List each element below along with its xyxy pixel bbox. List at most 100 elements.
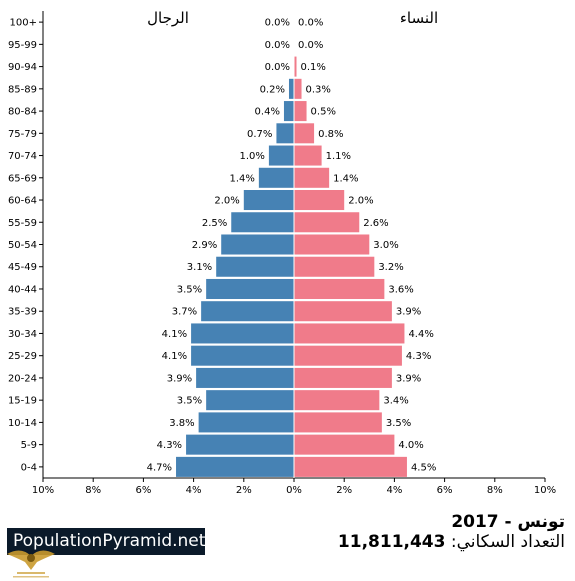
age-group-label: 75-79 (8, 129, 37, 140)
age-group-label: 5-9 (21, 440, 37, 451)
age-group-label: 100+ (10, 18, 37, 29)
male-bar (276, 123, 294, 144)
female-bar (294, 167, 330, 188)
female-bar (294, 101, 307, 122)
age-group-label: 90-94 (8, 62, 37, 73)
age-group-label: 45-49 (8, 262, 37, 273)
female-value-label: 2.6% (363, 218, 388, 229)
population-pyramid-chart: 100+ 0.0% 0.0% 95-99 0.0% 0.0% 90-94 0.0% 0.1% 85… (8, 9, 556, 496)
watermark-logo (7, 550, 55, 578)
age-group-label: 30-34 (8, 329, 37, 340)
male-bar (231, 212, 294, 233)
female-value-label: 3.2% (378, 262, 403, 273)
age-group-label: 80-84 (8, 107, 37, 118)
male-value-label: 3.1% (187, 262, 212, 273)
x-tick-label: 2% (336, 485, 352, 496)
female-value-label: 3.5% (386, 418, 411, 429)
male-bar (186, 434, 294, 455)
male-value-label: 0.4% (255, 107, 280, 118)
female-bar (294, 456, 407, 477)
female-value-label: 3.9% (396, 373, 421, 384)
age-group-label: 0-4 (21, 462, 37, 473)
age-group-label: 50-54 (8, 240, 37, 251)
population-value: 11,811,443 (337, 532, 446, 552)
female-bar (294, 323, 405, 344)
female-value-label: 0.8% (318, 129, 343, 140)
female-value-label: 4.3% (406, 351, 431, 362)
female-value-label: 0.0% (298, 18, 323, 29)
x-tick-label: 8% (85, 485, 101, 496)
male-bar (176, 456, 294, 477)
male-value-label: 1.0% (239, 151, 264, 162)
age-group-label: 35-39 (8, 307, 37, 318)
female-bar (294, 412, 382, 433)
age-group-label: 95-99 (8, 40, 37, 51)
male-value-label: 1.4% (229, 173, 254, 184)
x-tick-label: 10% (32, 485, 54, 496)
female-bar (294, 434, 395, 455)
male-bar (243, 190, 294, 211)
male-value-label: 0.2% (260, 84, 285, 95)
female-bar (294, 301, 392, 322)
age-group-label: 20-24 (8, 373, 37, 384)
female-value-label: 0.3% (306, 84, 331, 95)
male-bar (268, 145, 294, 166)
male-bar (283, 101, 294, 122)
male-value-label: 2.0% (214, 196, 239, 207)
age-group-label: 25-29 (8, 351, 37, 362)
female-bar (294, 390, 380, 411)
age-group-label: 15-19 (8, 396, 37, 407)
male-value-label: 0.0% (265, 18, 290, 29)
female-side-title: النساء (400, 9, 438, 27)
male-value-label: 3.8% (169, 418, 194, 429)
female-value-label: 4.0% (398, 440, 423, 451)
male-bar (201, 301, 294, 322)
x-tick-label: 10% (534, 485, 556, 496)
male-bar (191, 345, 294, 366)
age-group-label: 60-64 (8, 196, 37, 207)
female-value-label: 0.0% (298, 40, 323, 51)
female-value-label: 3.0% (373, 240, 398, 251)
x-tick-label: 4% (186, 485, 202, 496)
female-bar (294, 145, 322, 166)
female-bar (294, 256, 375, 277)
male-bar (288, 78, 294, 99)
female-value-label: 3.4% (383, 396, 408, 407)
female-value-label: 2.0% (348, 196, 373, 207)
male-value-label: 3.5% (177, 284, 202, 295)
male-value-label: 3.5% (177, 396, 202, 407)
female-bar (294, 278, 385, 299)
female-value-label: 4.4% (408, 329, 433, 340)
male-value-label: 4.1% (162, 351, 187, 362)
female-value-label: 1.4% (333, 173, 358, 184)
age-group-label: 85-89 (8, 84, 37, 95)
male-bar (206, 390, 294, 411)
male-value-label: 0.7% (247, 129, 272, 140)
female-value-label: 0.5% (311, 107, 336, 118)
male-bar (216, 256, 294, 277)
female-value-label: 4.5% (411, 462, 436, 473)
x-tick-label: 6% (437, 485, 453, 496)
age-group-label: 40-44 (8, 284, 37, 295)
female-bar (294, 212, 360, 233)
age-group-label: 10-14 (8, 418, 37, 429)
x-tick-label: 4% (386, 485, 402, 496)
male-bar (198, 412, 294, 433)
age-group-label: 65-69 (8, 173, 37, 184)
female-bar (294, 345, 402, 366)
brand-banner[interactable]: PopulationPyramid.net (7, 528, 205, 555)
age-group-label: 70-74 (8, 151, 37, 162)
female-value-label: 0.1% (301, 62, 326, 73)
brand-text: PopulationPyramid.net (13, 531, 206, 551)
female-bar (294, 234, 370, 255)
population-label: التعداد السكاني: (450, 532, 565, 552)
female-bar (294, 56, 297, 77)
male-bar (206, 278, 294, 299)
female-value-label: 3.6% (388, 284, 413, 295)
male-side-title: الرجال (147, 9, 189, 27)
male-value-label: 3.7% (172, 307, 197, 318)
male-bar (221, 234, 294, 255)
x-tick-label: 0% (286, 485, 302, 496)
male-bar (258, 167, 294, 188)
x-tick-label: 2% (236, 485, 252, 496)
